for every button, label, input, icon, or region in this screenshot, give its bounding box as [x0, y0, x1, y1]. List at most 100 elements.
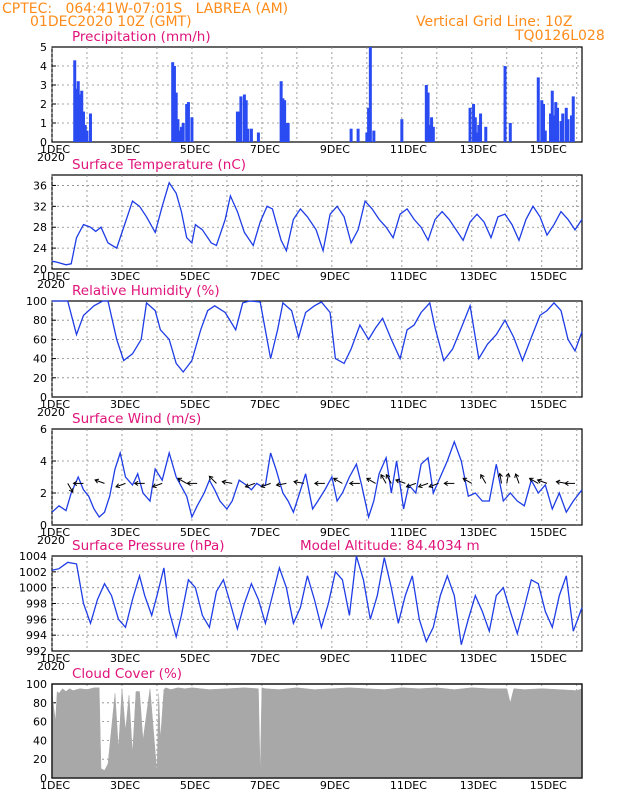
cloud-ytick-label: 20 [33, 753, 47, 766]
wind-arrowhead [443, 480, 448, 486]
precip-bar [81, 111, 85, 142]
precip-bar [85, 130, 89, 142]
wind-arrowhead [462, 477, 468, 483]
precip-ytick-label: 1 [40, 117, 47, 130]
wind-title: Surface Wind (m/s) [72, 411, 201, 427]
wind-arrowhead [514, 473, 520, 479]
humidity-xtick-label: 5DEC [180, 398, 210, 411]
precip-bar [78, 94, 82, 142]
cloud-frame-top [51, 683, 583, 779]
humidity-xtick-label: 11DEC [390, 398, 427, 411]
pressure-xtick-label: 9DEC [320, 652, 350, 665]
precip-bar [559, 121, 563, 142]
humidity-xtick-label: 7DEC [250, 398, 280, 411]
precip-bar [508, 123, 512, 142]
pressure-ytick-label: 994 [26, 629, 47, 642]
precip-bar [424, 85, 428, 142]
precip-bar [479, 113, 483, 142]
pressure-ytick-label: 998 [26, 598, 47, 611]
wind-arrowhead [497, 472, 503, 478]
precip-bar [543, 130, 547, 142]
wind-ytick-label: 4 [40, 455, 47, 468]
humidity-xtick-label: 13DEC [460, 398, 497, 411]
wind-arrow [480, 474, 487, 484]
precip-bar [279, 81, 283, 142]
temperature-xtick-label: 13DEC [460, 270, 497, 283]
cloud-ytick-label: 100 [26, 678, 47, 691]
wind-arrowhead [293, 479, 298, 485]
wind-arrowhead [115, 483, 121, 489]
precip-bar [566, 119, 570, 142]
precip-xtick-label: 9DEC [320, 143, 350, 156]
precip-ytick-label: 4 [40, 60, 47, 73]
precip-bar [176, 119, 180, 142]
humidity-series-line [52, 300, 583, 374]
humidity-xtick-label: 9DEC [320, 398, 350, 411]
wind-arrow [245, 482, 256, 488]
wind-xtick-label: 15DEC [530, 526, 567, 539]
wind-arrow [406, 482, 416, 488]
wind-arrowhead [536, 478, 542, 484]
wind-arrowhead [480, 473, 485, 479]
precip-bar [367, 107, 371, 142]
wind-arrowhead [528, 477, 534, 483]
precip-bar [172, 66, 176, 142]
temperature-title: Surface Temperature (nC) [72, 157, 246, 173]
precip-bar [356, 128, 360, 142]
temperature-xtick-label: 7DEC [250, 270, 280, 283]
wind-ytick-label: 0 [40, 519, 47, 532]
wind-xtick-label: 7DEC [250, 526, 280, 539]
header-station: CPTEC: 064:41W-07:01S LABREA (AM) [2, 1, 289, 17]
wind-xtick-label: 3DEC [110, 526, 140, 539]
pressure-ytick-label: 1002 [19, 566, 47, 579]
pressure-xtick-label: 7DEC [250, 652, 280, 665]
wind-arrow [366, 477, 376, 484]
precip-bar [542, 104, 546, 142]
wind-arrowhead [505, 472, 511, 478]
precip-bar [368, 47, 372, 142]
precip-bar [426, 92, 430, 142]
wind-arrowhead [72, 480, 78, 486]
precip-ytick-label: 2 [40, 98, 47, 111]
temperature-xtick-label: 15DEC [530, 270, 567, 283]
wind-arrowhead [380, 473, 385, 479]
wind-arrow [529, 477, 539, 484]
wind-arrow [115, 482, 126, 488]
wind-arrowhead [244, 483, 250, 489]
precip-bar [190, 117, 194, 142]
wind-frame [51, 428, 583, 526]
wind-arrow [395, 479, 406, 484]
precip-bar [571, 96, 575, 142]
precip-frame [51, 46, 583, 143]
precip-bar [428, 124, 432, 142]
precip-bar [284, 123, 288, 142]
precip-bar [561, 113, 565, 142]
precip-bar [181, 123, 185, 142]
precip-xtick-label: 3DEC [110, 143, 140, 156]
header-grid-line: Vertical Grid Line: 10Z [416, 14, 573, 30]
header-code: TQ0126L028 [515, 28, 605, 44]
temperature-year-label: 2020 [37, 278, 65, 291]
temperature-frame [51, 174, 583, 270]
wind-arrowhead [94, 478, 100, 484]
precip-bar [554, 102, 558, 142]
precip-bar [540, 100, 544, 142]
cloud-xtick-label: 11DEC [390, 779, 427, 792]
wind-arrowhead [133, 480, 139, 486]
wind-xtick-label: 13DEC [460, 526, 497, 539]
precip-bar [174, 92, 178, 142]
precip-ytick-label: 5 [40, 41, 47, 54]
wind-arrowhead [186, 480, 191, 486]
wind-arrowhead [405, 483, 411, 489]
precip-bar [549, 113, 553, 142]
pressure-ytick-label: 996 [26, 613, 47, 626]
wind-series-line [51, 439, 583, 520]
precip-bar [76, 81, 80, 142]
cloud-area [51, 687, 583, 779]
wind-arrowhead [395, 478, 400, 484]
precip-bar [552, 115, 556, 142]
precip-bar [88, 113, 92, 142]
precip-bar [570, 115, 574, 142]
wind-xtick-label: 1DEC [40, 526, 70, 539]
pressure-xtick-label: 13DEC [460, 652, 497, 665]
